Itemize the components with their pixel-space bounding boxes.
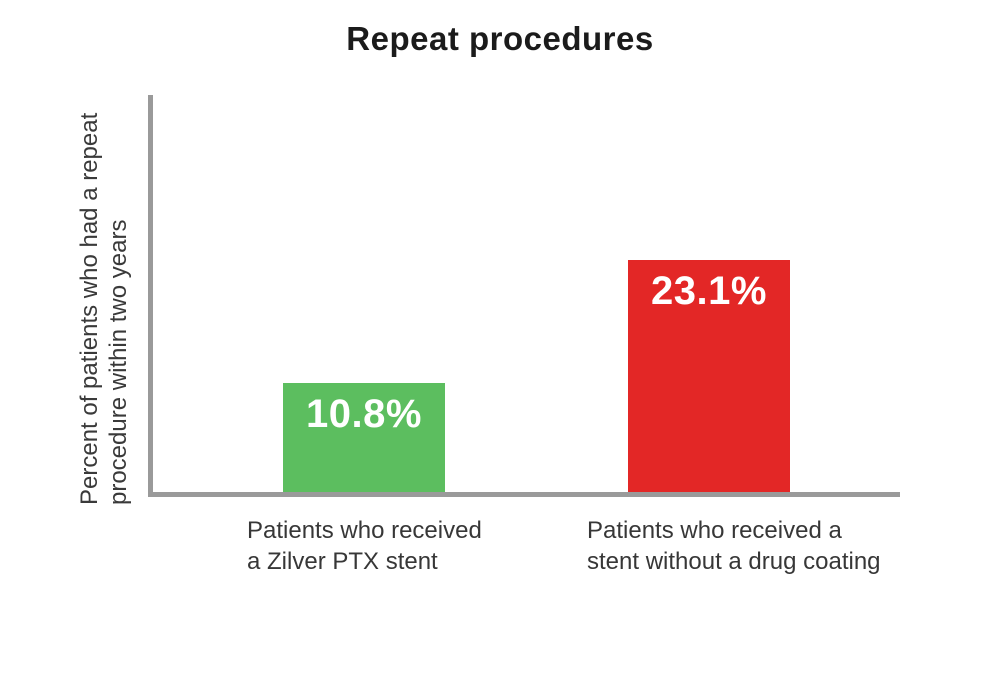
bar-zilver-ptx: 10.8% <box>283 383 445 492</box>
category-label-no-drug-line1: Patients who received a <box>587 517 842 544</box>
category-label-zilver-ptx: Patients who received a Zilver PTX stent <box>247 515 482 577</box>
bar-no-drug-coating: 23.1% <box>628 260 790 492</box>
y-axis-line <box>148 95 153 497</box>
y-axis-label-line2: procedure within two years <box>105 219 132 505</box>
category-label-no-drug: Patients who received a stent without a … <box>587 515 881 577</box>
y-axis-label: Percent of patients who had a repeat pro… <box>75 95 133 505</box>
category-label-no-drug-line2: stent without a drug coating <box>587 548 881 575</box>
category-label-zilver-line2: a Zilver PTX stent <box>247 548 438 575</box>
y-axis-label-line1: Percent of patients who had a repeat <box>76 112 103 505</box>
x-axis-line <box>148 492 900 497</box>
bar-value-label-zilver: 10.8% <box>306 392 422 436</box>
category-label-zilver-line1: Patients who received <box>247 517 482 544</box>
chart-title: Repeat procedures <box>346 20 654 57</box>
bar-value-label-no-drug: 23.1% <box>651 269 767 313</box>
